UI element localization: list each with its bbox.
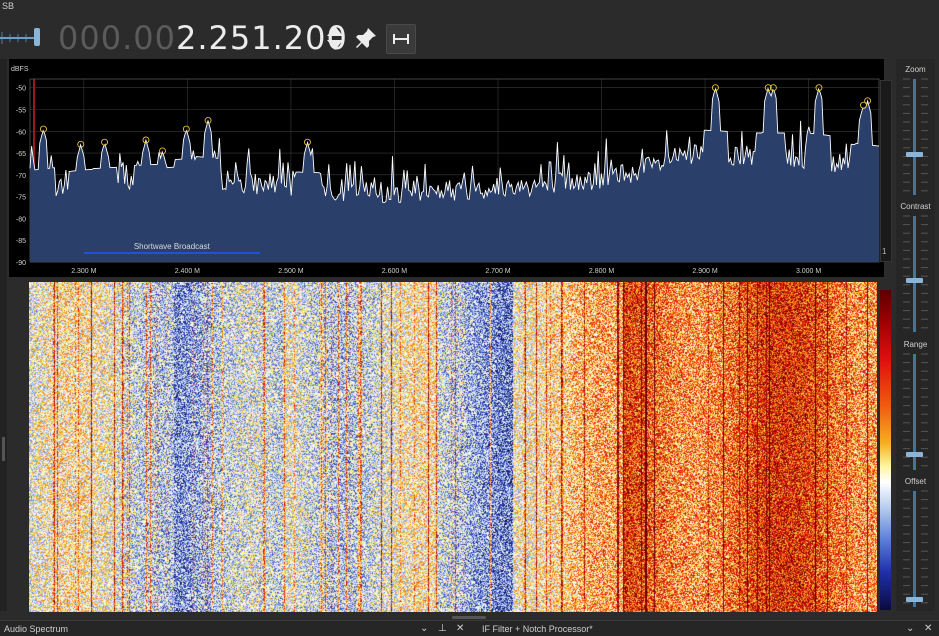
contrast-label: Contrast (900, 202, 931, 211)
offset-slider-ticks (903, 490, 928, 604)
up-down-arrows-icon (327, 26, 343, 50)
close-icon[interactable]: ✕ (456, 623, 465, 634)
peak-marker (182, 125, 190, 133)
x-tick-label: 2.900 M (692, 268, 717, 275)
waterfall-color-scale (880, 290, 891, 610)
x-tick-label: 2.800 M (589, 268, 614, 275)
display-settings-panel: Zoom Contrast Range Offset (896, 59, 935, 611)
y-tick-label: -90 (16, 260, 26, 267)
spectrum-analyzer[interactable]: dBFS -50 -55 -60 -65 -70 -75 -80 -85 -90 2.300 M… (9, 59, 884, 277)
peak-marker (40, 125, 47, 133)
zoom-slider-handle[interactable] (906, 152, 923, 158)
peak-marker (769, 84, 777, 92)
contrast-slider-track[interactable] (913, 216, 916, 332)
panel-float-icon[interactable]: ⌄ (420, 623, 429, 634)
panel-splitter-handle[interactable] (452, 616, 486, 619)
peak-marker (764, 84, 772, 92)
band-label: Shortwave Broadcast (134, 242, 211, 251)
spectrum-trace (29, 87, 880, 203)
bandwidth-icon (393, 34, 409, 44)
bottom-dock: Audio Spectrum ⌄ ⊥ ✕ IF Filter + Notch P… (0, 620, 939, 636)
zoom-slider-ticks (903, 78, 928, 192)
bandwidth-button[interactable] (386, 24, 416, 54)
contrast-slider-handle[interactable] (906, 277, 923, 283)
volume-slider-track[interactable] (0, 37, 38, 39)
y-tick-label: -55 (16, 108, 26, 115)
contrast-slider-ticks (903, 215, 928, 329)
if-filter-panel-title[interactable]: IF Filter + Notch Processor* (482, 624, 593, 634)
offset-slider-handle[interactable] (906, 596, 923, 602)
spectrum-level-bar (880, 80, 892, 262)
peak-marker (77, 140, 85, 148)
waterfall-canvas[interactable] (29, 282, 877, 612)
waterfall-display[interactable] (29, 282, 877, 612)
y-tick-label: -75 (16, 195, 26, 202)
left-dock-splitter[interactable] (0, 59, 7, 611)
range-label: Range (903, 340, 928, 349)
peak-marker (304, 138, 311, 146)
range-slider-track[interactable] (913, 354, 916, 470)
x-tick-label: 2.300 M (71, 268, 96, 275)
spectrum-plot[interactable]: dBFS -50 -55 -60 -65 -70 -75 -80 -85 -90 2.300 M… (9, 59, 884, 277)
peak-marker (864, 97, 872, 105)
frequency-toolbar: 000.002.251.200 (0, 20, 939, 56)
y-tick-label: -85 (16, 238, 26, 245)
frequency-active-digits[interactable]: 2.251.200 (175, 19, 348, 57)
y-tick-label: -70 (16, 173, 26, 180)
panel-float-icon[interactable]: ⌄ (906, 623, 915, 634)
peak-marker (711, 84, 719, 92)
peak-marker (159, 147, 166, 155)
y-unit-label: dBFS (11, 66, 29, 73)
x-tick-label: 2.400 M (175, 268, 200, 275)
y-tick-label: -65 (16, 151, 26, 158)
peak-marker (204, 116, 212, 124)
mode-label: SB (2, 1, 15, 11)
range-slider-handle[interactable] (906, 451, 923, 457)
peak-marker (815, 84, 823, 92)
frequency-step-button[interactable] (322, 24, 348, 52)
pin-button[interactable] (352, 24, 380, 52)
frequency-leading-digits[interactable]: 000.00 (58, 19, 176, 57)
close-icon[interactable]: ✕ (924, 623, 933, 634)
offset-slider-track[interactable] (913, 491, 916, 607)
spectrum-level-value: 1 (882, 247, 887, 256)
volume-slider-handle[interactable] (34, 28, 40, 46)
zoom-label: Zoom (905, 65, 926, 74)
zoom-slider-track[interactable] (913, 79, 916, 195)
peak-marker (101, 138, 108, 146)
x-tick-label: 2.700 M (485, 268, 510, 275)
x-tick-label: 2.600 M (382, 268, 407, 275)
y-tick-label: -60 (16, 129, 26, 136)
offset-label: Offset (904, 477, 927, 486)
peak-marker (860, 101, 867, 109)
y-tick-label: -50 (16, 86, 26, 93)
peak-marker (142, 136, 150, 144)
pin-icon (356, 28, 376, 48)
y-tick-label: -80 (16, 216, 26, 223)
x-tick-label: 3.000 M (796, 268, 821, 275)
audio-spectrum-panel-title[interactable]: Audio Spectrum (4, 624, 69, 634)
frequency-display[interactable]: 000.002.251.200 (58, 20, 348, 56)
spectrum-area (30, 88, 879, 262)
range-slider-ticks (903, 353, 928, 467)
x-tick-label: 2.500 M (278, 268, 303, 275)
splitter-handle[interactable] (2, 437, 5, 461)
panel-pin-icon[interactable]: ⊥ (438, 623, 447, 634)
